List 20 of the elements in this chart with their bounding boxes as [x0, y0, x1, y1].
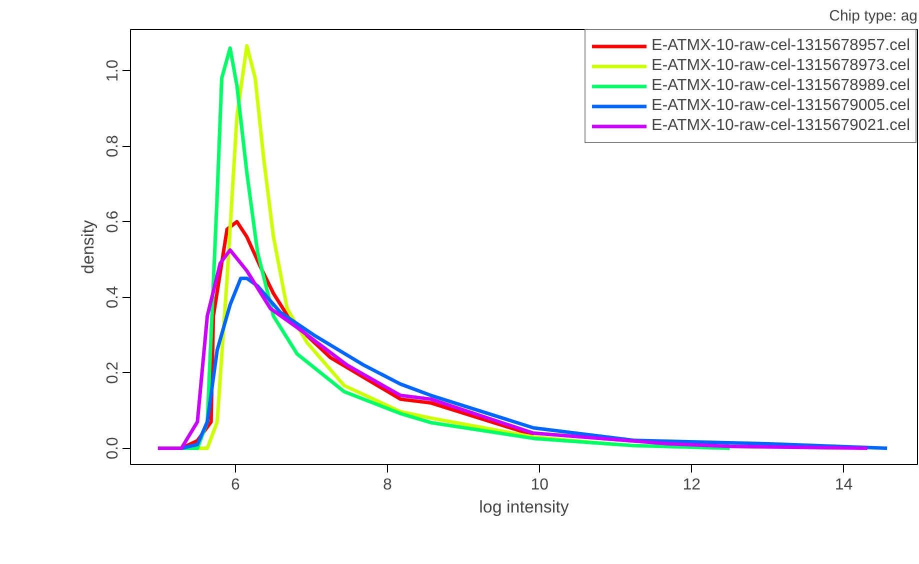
x-tick-label: 8 [383, 476, 392, 494]
y-tick-label: 0.8 [104, 134, 122, 158]
chart-title: Chip type: ag [829, 8, 918, 24]
legend-label: E-ATMX-10-raw-cel-1315678957.cel [652, 37, 910, 55]
y-tick-label: 1.0 [104, 59, 122, 82]
y-tick-label: 0.2 [104, 362, 122, 384]
legend-label: E-ATMX-10-raw-cel-1315679021.cel [652, 117, 910, 135]
x-tick-label: 10 [530, 476, 549, 494]
x-tick-label: 6 [230, 476, 240, 494]
y-tick-label: 0.0 [104, 437, 122, 460]
x-tick-label: 14 [834, 476, 853, 494]
x-axis-title: log intensity [479, 498, 570, 516]
legend-label: E-ATMX-10-raw-cel-1315678973.cel [652, 57, 910, 75]
y-axis-title: density [78, 220, 98, 274]
y-tick-label: 0.6 [104, 210, 122, 233]
y-tick-label: 0.4 [104, 286, 122, 308]
legend-label: E-ATMX-10-raw-cel-1315679005.cel [652, 97, 910, 115]
x-tick-label: 12 [682, 476, 701, 494]
line-series [156, 248, 870, 450]
legend-label: E-ATMX-10-raw-cel-1315678989.cel [652, 77, 910, 95]
